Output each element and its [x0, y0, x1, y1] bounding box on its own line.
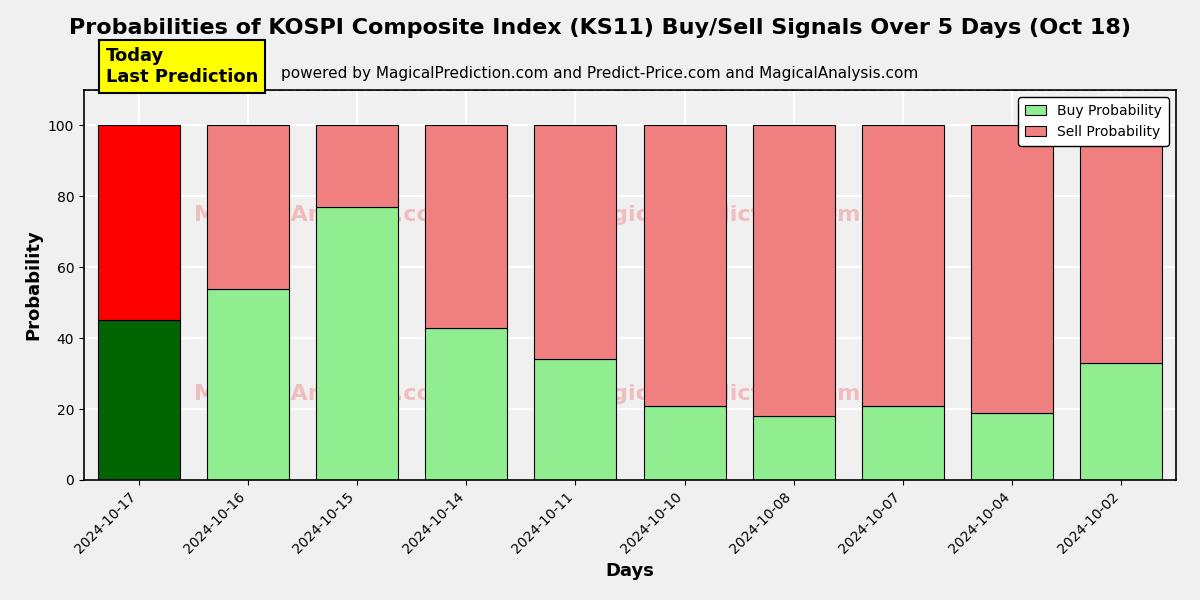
Bar	[643, 406, 726, 480]
Bar	[752, 125, 835, 416]
Bar	[316, 125, 398, 207]
Bar	[425, 125, 508, 328]
X-axis label: Days: Days	[606, 562, 654, 580]
Bar	[206, 289, 289, 480]
Bar	[534, 125, 617, 359]
Bar	[206, 125, 289, 289]
Bar	[643, 125, 726, 406]
Bar	[971, 125, 1054, 413]
Text: Today
Last Prediction: Today Last Prediction	[106, 47, 258, 86]
Text: MagicalAnalysis.com: MagicalAnalysis.com	[193, 384, 455, 404]
Bar	[1080, 363, 1163, 480]
Text: MagicalPrediction.com: MagicalPrediction.com	[575, 384, 860, 404]
Bar	[97, 320, 180, 480]
Text: MagicalAnalysis.com: MagicalAnalysis.com	[193, 205, 455, 225]
Legend: Buy Probability, Sell Probability: Buy Probability, Sell Probability	[1019, 97, 1169, 146]
Text: Probabilities of KOSPI Composite Index (KS11) Buy/Sell Signals Over 5 Days (Oct : Probabilities of KOSPI Composite Index (…	[70, 18, 1132, 38]
Bar	[862, 406, 944, 480]
Y-axis label: Probability: Probability	[24, 230, 42, 340]
Bar	[534, 359, 617, 480]
Bar	[425, 328, 508, 480]
Text: MagicalPrediction.com: MagicalPrediction.com	[575, 205, 860, 225]
Text: powered by MagicalPrediction.com and Predict-Price.com and MagicalAnalysis.com: powered by MagicalPrediction.com and Pre…	[281, 66, 919, 81]
Bar	[752, 416, 835, 480]
Bar	[971, 413, 1054, 480]
Bar	[1080, 125, 1163, 363]
Bar	[97, 125, 180, 320]
Bar	[862, 125, 944, 406]
Bar	[316, 207, 398, 480]
